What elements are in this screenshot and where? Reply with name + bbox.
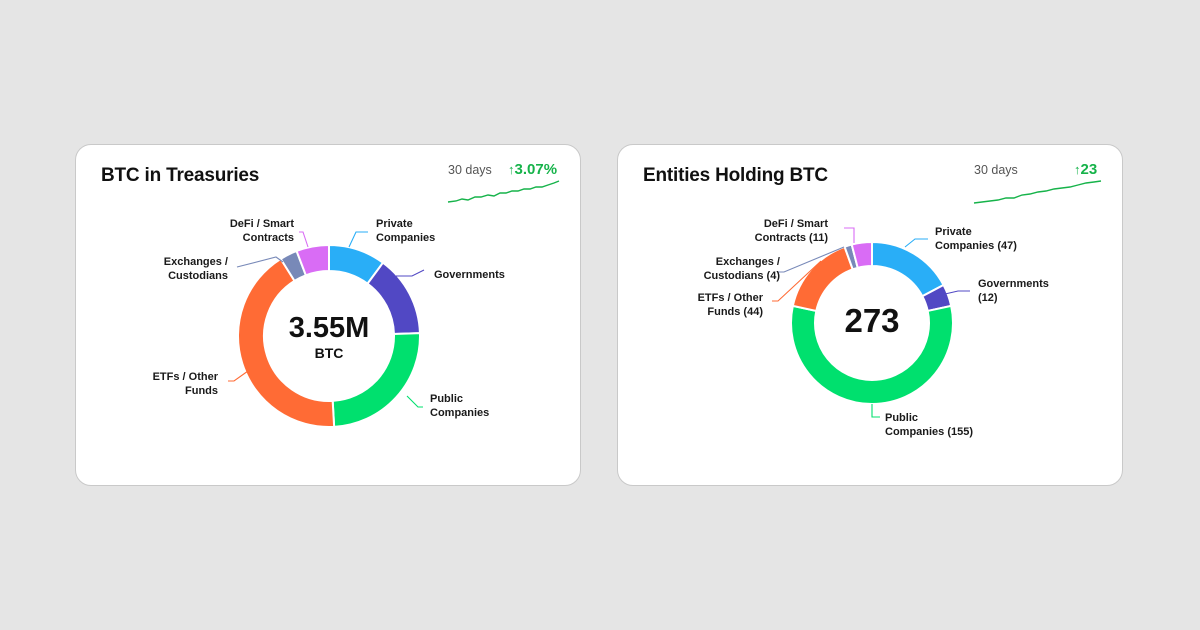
leader-line-governments [396,269,425,277]
slice-label-line2: Funds [185,385,218,397]
slice-label-private-companies: Private Companies (47) [935,225,1017,253]
donut-chart [772,227,970,418]
slice-label-line2: Custodians (4) [703,270,780,282]
slice-label-defi-smart-contracts: DeFi / Smart Contracts [191,217,294,245]
slice-label-etfs-other-funds: ETFs / Other Funds (44) [658,291,763,319]
slice-label-private-companies: Private Companies [376,217,435,245]
center-total-unit: BTC [314,345,344,361]
slice-label-line2: Companies (47) [935,240,1017,252]
slice-label-line1: DeFi / Smart [229,218,294,230]
donut-chart [228,231,425,428]
trend-value: ↑23 [1074,161,1097,178]
slice-label-line1: Private [935,226,972,238]
donut-slice-defi-smart-contracts[interactable] [295,243,330,277]
leader-line-etfs-other-funds [228,370,249,382]
leader-line-public-companies [406,395,423,408]
leader-line-defi-smart-contracts [844,227,855,243]
slice-label-line1: Exchanges / [715,256,780,268]
slice-label-etfs-other-funds: ETFs / Other Funds [116,370,218,398]
slice-label-line2: Companies [430,407,490,419]
slice-label-line2: (12) [978,292,998,304]
donut-slice-defi-smart-contracts[interactable] [850,240,873,270]
slice-label-line2: Contracts [242,232,294,244]
slice-label-line1: Public [885,412,919,424]
slice-label-line2: Companies [376,232,436,244]
trend-period: 30 days [974,163,1018,177]
slice-label-line1: Governments [978,278,1049,290]
trend-change: 3.07% [514,161,558,178]
trend-period: 30 days [448,163,492,177]
slice-label-public-companies: Public Companies (155) [885,411,973,439]
slice-label-line1: Exchanges / [163,256,228,268]
slice-label-line1: ETFs / Other [697,292,763,304]
leader-line-defi-smart-contracts [299,231,309,248]
slice-label-exchanges-custodians: Exchanges / Custodians [128,255,228,283]
card-title: Entities Holding BTC [643,165,828,186]
slice-label-line2: Custodians [168,270,228,282]
sparkline-line [973,180,1102,204]
trend-sparkline [973,180,1102,204]
slice-label-line2: Funds (44) [707,306,763,318]
donut-slice-public-companies[interactable] [790,304,954,405]
leader-line-public-companies [871,404,880,418]
leader-line-exchanges-custodians [236,256,284,268]
slice-label-line1: ETFs / Other [152,371,218,383]
slice-label-governments: Governments [434,268,505,282]
slice-label-line2: Contracts (11) [754,232,828,244]
slice-label-public-companies: Public Companies [430,392,489,420]
center-total-value: 273 [844,302,900,339]
card-title: BTC in Treasuries [101,165,260,186]
slice-label-line1: Private [376,218,413,230]
trend-up-arrow-icon: ↑ [508,162,515,177]
slice-label-line1: Public [430,393,464,405]
sparkline-line [447,180,560,203]
leader-line-private-companies [904,238,928,248]
slice-label-governments: Governments (12) [978,277,1049,305]
trend-up-arrow-icon: ↑ [1074,162,1081,177]
trend-value: ↑3.07% [508,161,557,178]
entities-holding-btc-card: Entities Holding BTC 30 days ↑23 Private… [617,144,1123,486]
trend-sparkline [447,180,560,203]
slice-label-line1: DeFi / Smart [763,218,828,230]
donut-slice-etfs-other-funds[interactable] [237,257,336,428]
leader-line-etfs-other-funds [772,260,822,302]
btc-in-treasuries-card: BTC in Treasuries 30 days ↑3.07% Private… [75,144,581,486]
leader-line-private-companies [348,231,368,248]
leader-line-governments [944,290,970,295]
leader-line-exchanges-custodians [778,246,845,273]
center-total-value: 3.55M [288,312,370,344]
trend-change: 23 [1080,161,1098,178]
slice-label-defi-smart-contracts: DeFi / Smart Contracts (11) [718,217,828,245]
slice-label-exchanges-custodians: Exchanges / Custodians (4) [658,255,780,283]
donut-slice-private-companies[interactable] [871,240,945,298]
slice-label-line1: Governments [434,269,505,281]
slice-label-line2: Companies (155) [885,426,974,438]
